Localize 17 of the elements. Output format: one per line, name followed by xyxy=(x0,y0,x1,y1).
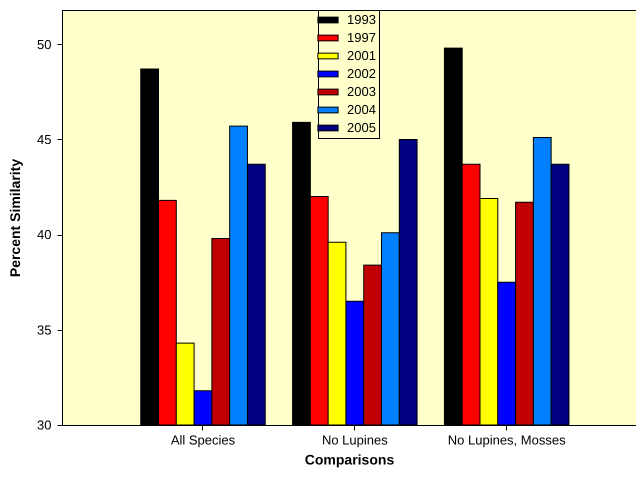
legend-label: 2002 xyxy=(347,66,376,81)
y-tick-label: 50 xyxy=(37,36,52,52)
y-tick-label: 35 xyxy=(37,322,52,338)
y-tick-label: 40 xyxy=(37,227,52,242)
legend-label: 2005 xyxy=(347,120,376,135)
legend-label: 2004 xyxy=(347,102,376,117)
x-axis-title: Comparisons xyxy=(304,452,394,468)
x-tick-label: No Lupines, Mosses xyxy=(448,432,566,448)
x-tick-label: No Lupines xyxy=(322,432,388,448)
y-tick-label: 30 xyxy=(37,418,52,432)
legend-label: 2001 xyxy=(347,48,376,63)
x-tick-label: All Species xyxy=(170,432,236,448)
legend-label: 1993 xyxy=(347,12,376,27)
legend-label: 1997 xyxy=(347,30,376,45)
legend-label: 2003 xyxy=(347,84,376,99)
y-tick-label: 45 xyxy=(37,132,52,147)
y-axis-title: Percent Similarity xyxy=(7,158,24,278)
